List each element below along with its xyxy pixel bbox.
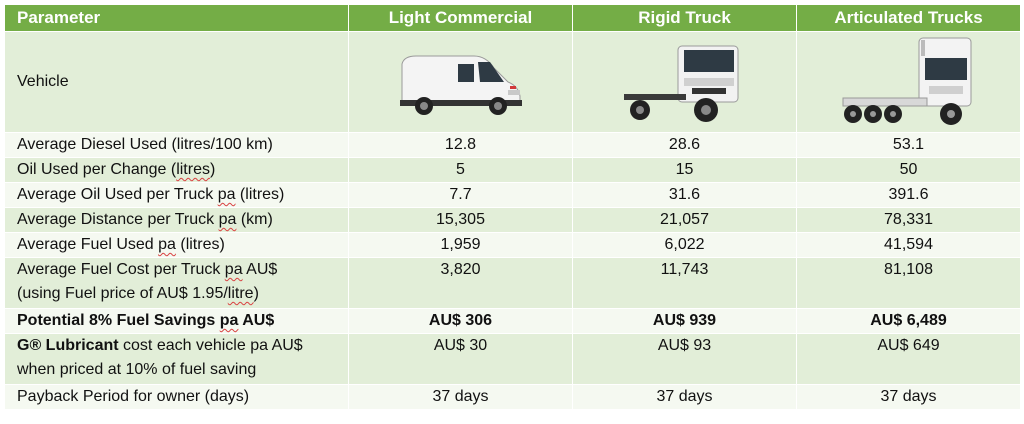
oil-pa-rigid: 31.6 xyxy=(572,182,797,208)
fuel-savings-table: Parameter Light Commercial Rigid Truck A… xyxy=(4,4,1021,410)
diesel-articulated: 53.1 xyxy=(796,132,1021,158)
fuel-cost-light: 3,820 xyxy=(348,257,573,309)
payback-rigid: 37 days xyxy=(572,384,797,410)
distance-articulated: 78,331 xyxy=(796,207,1021,233)
articulated-truck-cell xyxy=(796,31,1021,133)
rigid-truck-image xyxy=(623,45,738,122)
fuel-cost-row: Average Fuel Cost per Truck pa AU$ (usin… xyxy=(4,257,1021,309)
lubricant-rigid: AU$ 93 xyxy=(572,333,797,385)
rigid-truck-cell xyxy=(572,31,797,133)
payback-articulated: 37 days xyxy=(796,384,1021,410)
payback-label: Payback Period for owner (days) xyxy=(4,384,349,410)
articulated-truck-image xyxy=(842,37,971,125)
diesel-label: Average Diesel Used (litres/100 km) xyxy=(4,132,349,158)
oil-change-light: 5 xyxy=(348,157,573,183)
savings-row: Potential 8% Fuel Savings pa AU$ AU$ 306… xyxy=(4,308,1021,334)
header-light-commercial: Light Commercial xyxy=(348,4,573,32)
payback-light: 37 days xyxy=(348,384,573,410)
fuel-cost-articulated: 81,108 xyxy=(796,257,1021,309)
oil-change-label: Oil Used per Change (litres) xyxy=(4,157,349,183)
white-van-image xyxy=(399,55,522,115)
distance-rigid: 21,057 xyxy=(572,207,797,233)
diesel-light: 12.8 xyxy=(348,132,573,158)
savings-articulated: AU$ 6,489 xyxy=(796,308,1021,334)
savings-light: AU$ 306 xyxy=(348,308,573,334)
oil-pa-light: 7.7 xyxy=(348,182,573,208)
lubricant-row: G® Lubricant cost each vehicle pa AU$ wh… xyxy=(4,333,1021,385)
oil-change-rigid: 15 xyxy=(572,157,797,183)
savings-label: Potential 8% Fuel Savings pa AU$ xyxy=(4,308,349,334)
distance-light: 15,305 xyxy=(348,207,573,233)
oil-pa-articulated: 391.6 xyxy=(796,182,1021,208)
fuel-used-articulated: 41,594 xyxy=(796,232,1021,258)
diesel-rigid: 28.6 xyxy=(572,132,797,158)
fuel-used-rigid: 6,022 xyxy=(572,232,797,258)
fuel-cost-label: Average Fuel Cost per Truck pa AU$ (usin… xyxy=(4,257,349,309)
diesel-row: Average Diesel Used (litres/100 km) 12.8… xyxy=(4,132,1021,158)
payback-row: Payback Period for owner (days) 37 days … xyxy=(4,384,1021,410)
oil-change-row: Oil Used per Change (litres) 5 15 50 xyxy=(4,157,1021,183)
distance-label: Average Distance per Truck pa (km) xyxy=(4,207,349,233)
header-row: Parameter Light Commercial Rigid Truck A… xyxy=(4,4,1021,32)
oil-change-articulated: 50 xyxy=(796,157,1021,183)
vehicle-row: Vehicle xyxy=(4,31,1021,133)
distance-row: Average Distance per Truck pa (km) 15,30… xyxy=(4,207,1021,233)
lubricant-label: G® Lubricant cost each vehicle pa AU$ wh… xyxy=(4,333,349,385)
vehicle-label: Vehicle xyxy=(4,31,349,133)
fuel-used-label: Average Fuel Used pa (litres) xyxy=(4,232,349,258)
savings-rigid: AU$ 939 xyxy=(572,308,797,334)
fuel-cost-rigid: 11,743 xyxy=(572,257,797,309)
header-articulated-trucks: Articulated Trucks xyxy=(796,4,1021,32)
header-parameter: Parameter xyxy=(4,4,349,32)
fuel-used-light: 1,959 xyxy=(348,232,573,258)
light-commercial-cell xyxy=(348,31,573,133)
fuel-used-row: Average Fuel Used pa (litres) 1,959 6,02… xyxy=(4,232,1021,258)
lubricant-light: AU$ 30 xyxy=(348,333,573,385)
header-rigid-truck: Rigid Truck xyxy=(572,4,797,32)
lubricant-articulated: AU$ 649 xyxy=(796,333,1021,385)
oil-pa-label: Average Oil Used per Truck pa (litres) xyxy=(4,182,349,208)
oil-pa-row: Average Oil Used per Truck pa (litres) 7… xyxy=(4,182,1021,208)
